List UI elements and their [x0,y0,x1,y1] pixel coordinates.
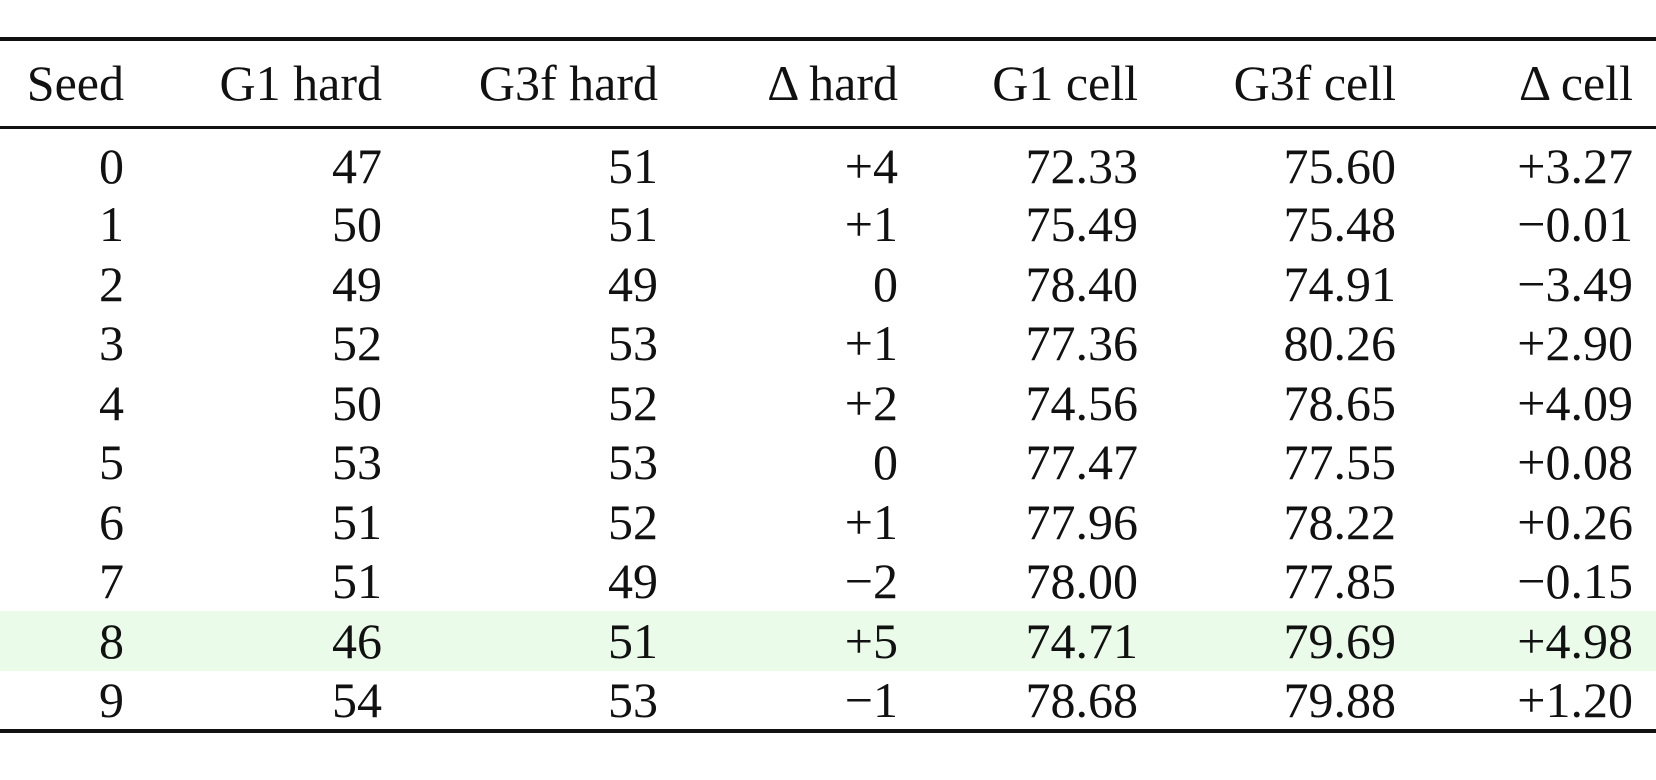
table-row: 1 50 51 +1 75.49 75.48 −0.01 [0,195,1656,255]
table-cell: +3.27 [1517,137,1633,194]
table-row: 3 52 53 +1 77.36 80.26 +2.90 [0,314,1656,374]
table-cell: +0.26 [1517,493,1633,550]
table-cell: 9 [99,671,124,728]
table-cell: 78.22 [1283,493,1397,550]
table-cell: 4 [99,374,124,431]
table-cell: 53 [608,434,658,491]
table-cell: 78.40 [1025,255,1139,312]
table-cell: 49 [332,255,382,312]
table-cell: +4 [844,137,898,194]
table-cell: 49 [608,255,658,312]
table-row: 8 46 51 +5 74.71 79.69 +4.98 [0,611,1656,671]
table-cell: +2 [844,374,898,431]
table-row: 0 47 51 +4 72.33 75.60 +3.27 [0,127,1656,195]
table-cell: −2 [844,553,898,610]
table-cell: 51 [608,137,658,194]
table-cell: 0 [99,137,124,194]
table-cell: 1 [99,196,124,253]
table-cell: 5 [99,434,124,491]
header-cell: G3f hard [478,55,658,112]
header-row: Seed G1 hard G3f hard Δ hard G1 cell G3f cell… [0,39,1656,127]
table-cell: 77.85 [1283,553,1397,610]
table-cell: 49 [608,553,658,610]
table-cell: 53 [608,315,658,372]
table-cell: 8 [99,612,124,669]
table-cell: 52 [608,493,658,550]
table-row: 5 53 53 0 77.47 77.55 +0.08 [0,433,1656,493]
header-cell: G3f cell [1233,55,1396,112]
table-cell: 2 [99,255,124,312]
table-row: 2 49 49 0 78.40 74.91 −3.49 [0,254,1656,314]
table-cell: +4.09 [1517,374,1633,431]
table-cell: 53 [332,434,382,491]
table-cell: −3.49 [1517,255,1633,312]
table-cell: 47 [332,137,382,194]
table-cell: +1 [844,493,898,550]
table-cell: 77.36 [1025,315,1139,372]
table-cell: 77.96 [1025,493,1139,550]
table-cell: +4.98 [1517,612,1633,669]
table-cell: 74.91 [1283,255,1397,312]
header-cell: Δ hard [767,55,898,112]
table-body: 0 47 51 +4 72.33 75.60 +3.27 1 50 51 +1 75.49 75.48−… [0,127,1656,731]
table-cell: 74.71 [1025,612,1139,669]
header-cell: G1 hard [219,55,382,112]
table-cell: 75.60 [1283,137,1397,194]
table-cell: +5 [844,612,898,669]
table-cell: 79.88 [1283,671,1397,728]
table-cell: 54 [332,671,382,728]
table-cell: 75.48 [1283,196,1397,253]
table-container: Seed G1 hard G3f hard Δ hard G1 cell G3f cell… [0,37,1656,733]
table-cell: +1.20 [1517,671,1633,728]
header-cell: G1 cell [992,55,1138,112]
table-cell: 78.00 [1025,553,1139,610]
results-table: Seed G1 hard G3f hard Δ hard G1 cell G3f cell… [0,37,1656,733]
table-cell: 78.68 [1025,671,1139,728]
table-cell: 51 [608,612,658,669]
table-row: 4 50 52 +2 74.56 78.65 +4.09 [0,373,1656,433]
table-cell: +1 [844,196,898,253]
table-cell: 52 [608,374,658,431]
table-cell: 52 [332,315,382,372]
table-row: 9 54 53 −1 78.68 79.88 +1.20 [0,671,1656,731]
table-cell: 51 [608,196,658,253]
table-cell: 74.56 [1025,374,1139,431]
table-cell: 3 [99,315,124,372]
table-cell: 51 [332,553,382,610]
table-cell: 75.49 [1025,196,1139,253]
table-cell: 78.65 [1283,374,1397,431]
table-cell: −0.15 [1517,553,1633,610]
table-header: Seed G1 hard G3f hard Δ hard G1 cell G3f cell… [0,39,1656,127]
table-cell: 46 [332,612,382,669]
table-cell: 72.33 [1025,137,1139,194]
header-cell: Seed [26,55,124,112]
table-cell: 0 [873,255,898,312]
table-cell: +1 [844,315,898,372]
table-cell: 51 [332,493,382,550]
table-cell: −0.01 [1517,196,1633,253]
table-cell: +2.90 [1517,315,1633,372]
table-cell: −1 [844,671,898,728]
table-cell: 6 [99,493,124,550]
table-cell: 0 [873,434,898,491]
table-cell: 77.47 [1025,434,1139,491]
table-row: 7 51 49 −2 78.00 77.85 −0.15 [0,552,1656,612]
table-row: 6 51 52 +1 77.96 78.22 +0.26 [0,492,1656,552]
table-cell: 77.55 [1283,434,1397,491]
table-cell: 79.69 [1283,612,1397,669]
table-cell: 80.26 [1283,315,1397,372]
header-cell: Δ cell [1518,55,1633,112]
table-cell: 53 [608,671,658,728]
table-cell: 50 [332,196,382,253]
table-cell: 7 [99,553,124,610]
table-cell: +0.08 [1517,434,1633,491]
table-cell: 50 [332,374,382,431]
